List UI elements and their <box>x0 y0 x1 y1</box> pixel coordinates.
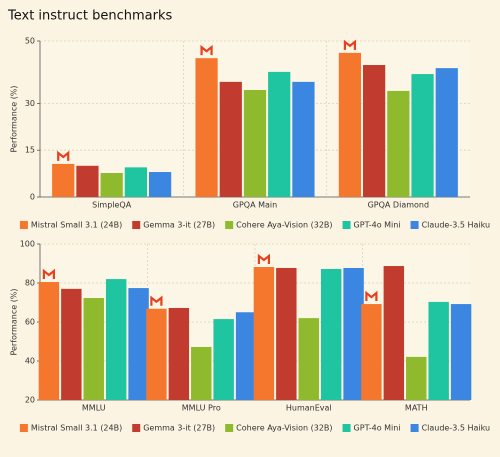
y-axis-label: Performance (%) <box>10 85 19 152</box>
legend-label: Cohere Aya-Vision (32B) <box>236 221 332 230</box>
bar <box>428 301 449 400</box>
y-tick-label: 30 <box>25 99 35 108</box>
legend-swatch <box>410 221 419 229</box>
x-tick-label: MATH <box>405 404 428 413</box>
legend-label: Cohere Aya-Vision (32B) <box>236 424 332 433</box>
x-tick-label: GPQA Main <box>233 201 277 210</box>
logo <box>343 39 356 50</box>
x-tick-label: GPQA Diamond <box>368 201 429 210</box>
bar <box>298 318 319 400</box>
legend-swatch <box>225 424 234 432</box>
legend-label: GPT-4o Mini <box>354 221 401 230</box>
bar <box>52 163 75 197</box>
bar <box>100 172 123 197</box>
bar <box>338 52 362 197</box>
x-tick-label: HumanEval <box>286 404 332 413</box>
bar <box>450 304 472 400</box>
legend: Mistral Small 3.1 (24B) Gemma 3-it (27B) C… <box>19 424 491 433</box>
bar <box>38 282 60 400</box>
legend-label: Gemma 3-it (27B) <box>143 424 215 433</box>
bar <box>191 346 212 400</box>
bar <box>213 319 234 400</box>
bar <box>363 65 386 197</box>
legend: Mistral Small 3.1 (24B) Gemma 3-it (27B) C… <box>19 221 491 230</box>
bar <box>195 58 218 197</box>
bar <box>243 89 267 197</box>
y-tick-label: 0 <box>30 193 35 202</box>
legend-label: Gemma 3-it (27B) <box>143 221 215 230</box>
legend-label: Mistral Small 3.1 (24B) <box>31 221 122 230</box>
bar <box>387 90 410 197</box>
y-tick-label: 50 <box>25 37 35 46</box>
logo <box>42 268 55 280</box>
legend-label: Mistral Small 3.1 (24B) <box>31 424 122 433</box>
bar <box>361 304 382 400</box>
bar <box>128 288 149 400</box>
y-tick-label: 40 <box>25 357 35 366</box>
legend-swatch <box>342 221 351 229</box>
legend-swatch <box>19 221 28 229</box>
bar <box>146 308 167 400</box>
bar <box>320 268 342 400</box>
y-tick-label: 60 <box>25 318 35 327</box>
bar <box>276 267 297 400</box>
x-tick-label: MMLU <box>82 404 106 413</box>
bar <box>406 356 427 400</box>
y-tick-label: 80 <box>25 279 35 288</box>
legend-swatch <box>410 424 419 432</box>
legend-label: GPT-4o Mini <box>354 424 401 433</box>
bar <box>105 279 127 400</box>
legend-label: Claude-3.5 Haiku <box>422 424 491 433</box>
bar <box>411 74 434 197</box>
y-tick-label: 100 <box>20 240 35 249</box>
logo <box>257 253 270 265</box>
bar <box>168 307 190 400</box>
bar <box>435 68 458 197</box>
bar <box>253 267 275 400</box>
legend-swatch <box>19 424 28 432</box>
chart-title: Text instruct benchmarks <box>7 9 172 24</box>
bar <box>61 288 82 400</box>
bar <box>292 81 315 197</box>
logo <box>57 150 70 161</box>
legend-swatch <box>132 221 141 229</box>
bar <box>219 81 242 197</box>
logo <box>150 295 163 306</box>
logo <box>365 290 378 302</box>
x-tick-label: MMLU Pro <box>182 404 221 413</box>
legend-swatch <box>132 424 141 432</box>
y-tick-label: 20 <box>25 396 35 405</box>
legend-swatch <box>342 424 351 432</box>
bar <box>343 267 364 400</box>
bar <box>83 298 104 400</box>
logo <box>200 44 213 56</box>
y-axis-label: Performance (%) <box>10 288 19 355</box>
legend-label: Claude-3.5 Haiku <box>422 221 491 230</box>
bar <box>235 312 257 400</box>
bar <box>148 172 172 197</box>
bar <box>124 167 147 197</box>
legend-swatch <box>225 221 234 229</box>
y-tick-label: 15 <box>25 146 35 155</box>
bar <box>76 165 99 197</box>
x-tick-label: SimpleQA <box>92 201 132 210</box>
bar <box>383 266 405 400</box>
bar <box>268 71 291 197</box>
